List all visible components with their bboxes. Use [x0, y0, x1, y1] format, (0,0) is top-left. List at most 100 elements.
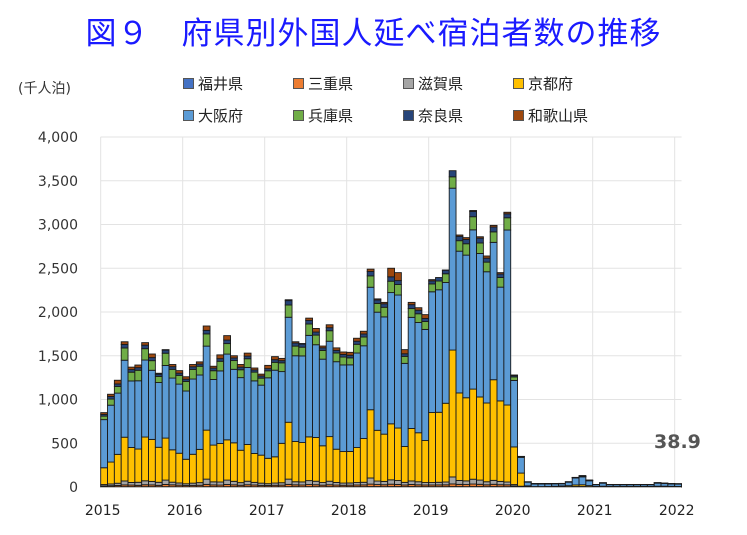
bar-segment: [455, 250, 464, 394]
bar-segment: [510, 374, 518, 377]
bar-segment: [428, 279, 436, 282]
bar-segment: [482, 402, 491, 483]
bar-segment: [353, 337, 361, 342]
bar-segment: [243, 352, 252, 357]
bar-segment: [441, 269, 450, 275]
bar-segment: [113, 453, 122, 484]
bar-segment: [489, 231, 498, 243]
bar-segment: [298, 355, 307, 443]
bar-segment: [107, 393, 115, 397]
bar-segment: [346, 364, 354, 452]
bar-segment: [298, 442, 307, 483]
bar-segment: [120, 359, 129, 438]
bar-segment: [305, 334, 313, 438]
legend-swatch: [513, 78, 524, 89]
bar-segment: [305, 323, 313, 336]
bar-segment: [455, 234, 464, 237]
bar-segment: [209, 370, 218, 380]
bar-segment: [216, 360, 225, 372]
bar-segment: [462, 480, 471, 485]
bar-segment: [312, 480, 320, 486]
bar-segment: [141, 348, 149, 361]
bar-segment: [284, 316, 293, 423]
bar-segment: [277, 371, 286, 444]
bar-segment: [154, 372, 163, 375]
bar-stack: [107, 393, 115, 488]
bar-segment: [325, 436, 334, 482]
bar-segment: [325, 480, 334, 486]
bar-stack: [407, 301, 416, 488]
bar-segment: [182, 380, 190, 392]
bar-segment: [387, 479, 395, 485]
bar-segment: [435, 277, 443, 282]
bar-stack: [305, 317, 313, 488]
legend-item-wakayama: 和歌山県: [513, 105, 588, 126]
legend-label: 滋賀県: [418, 75, 464, 93]
bar-segment: [489, 241, 498, 381]
bar-stack: [216, 354, 225, 488]
bar-segment: [243, 444, 252, 482]
bar-segment: [407, 304, 416, 310]
bar-segment: [599, 482, 607, 487]
legend-label: 京都府: [528, 75, 574, 93]
bar-segment: [407, 480, 416, 485]
bar-segment: [503, 213, 512, 219]
bar-segment: [305, 480, 313, 485]
bar-segment: [243, 358, 252, 368]
y-tick-label: 1,500: [38, 349, 78, 365]
bars: [100, 170, 682, 488]
bar-segment: [462, 238, 471, 245]
bar-segment: [250, 371, 259, 382]
bar-segment: [305, 317, 313, 321]
bar-segment: [127, 380, 136, 448]
bar-segment: [359, 333, 368, 338]
bar-segment: [161, 437, 170, 481]
bar-stack: [633, 483, 641, 488]
bar-stack: [271, 356, 279, 488]
bar-segment: [127, 371, 136, 382]
bar-stack: [148, 353, 156, 488]
bar-segment: [100, 467, 108, 485]
y-tick-label: 2,000: [38, 305, 78, 321]
bar-segment: [353, 340, 361, 345]
bar-segment: [380, 306, 389, 318]
bar-segment: [332, 361, 341, 450]
bar-segment: [195, 365, 204, 376]
bar-segment: [148, 357, 156, 362]
bar-stack: [530, 483, 539, 488]
bar-segment: [127, 447, 136, 483]
bar-stack: [209, 365, 218, 488]
bar-stack: [517, 455, 525, 488]
bar-segment: [243, 480, 252, 486]
bar-segment: [271, 356, 279, 361]
x-tick-label: 2017: [249, 503, 285, 519]
bar-stack: [599, 482, 607, 488]
bar-stack: [510, 374, 518, 488]
bar-segment: [366, 477, 375, 485]
bar-segment: [578, 475, 587, 477]
bar-segment: [134, 380, 143, 450]
bar-segment: [366, 275, 375, 288]
bar-segment: [523, 481, 532, 487]
bar-segment: [339, 364, 348, 453]
bar-segment: [230, 480, 238, 486]
bar-segment: [517, 456, 525, 474]
bar-segment: [113, 392, 122, 455]
bar-segment: [318, 345, 327, 349]
bar-stack: [428, 279, 436, 488]
legend-item-osaka: 大阪府: [183, 105, 243, 126]
bar-stack: [332, 347, 341, 488]
legend-item-kyoto: 京都府: [513, 73, 573, 94]
bar-segment: [414, 307, 423, 311]
bar-stack: [421, 314, 430, 488]
bar-segment: [175, 383, 184, 454]
bar-segment: [277, 442, 286, 484]
bar-stack: [619, 483, 628, 488]
bar-stack: [127, 366, 136, 488]
bar-segment: [312, 328, 320, 333]
bar-segment: [462, 243, 471, 256]
bar-segment: [469, 388, 477, 480]
bar-segment: [318, 358, 327, 447]
bar-segment: [318, 445, 327, 483]
bar-segment: [264, 370, 272, 379]
